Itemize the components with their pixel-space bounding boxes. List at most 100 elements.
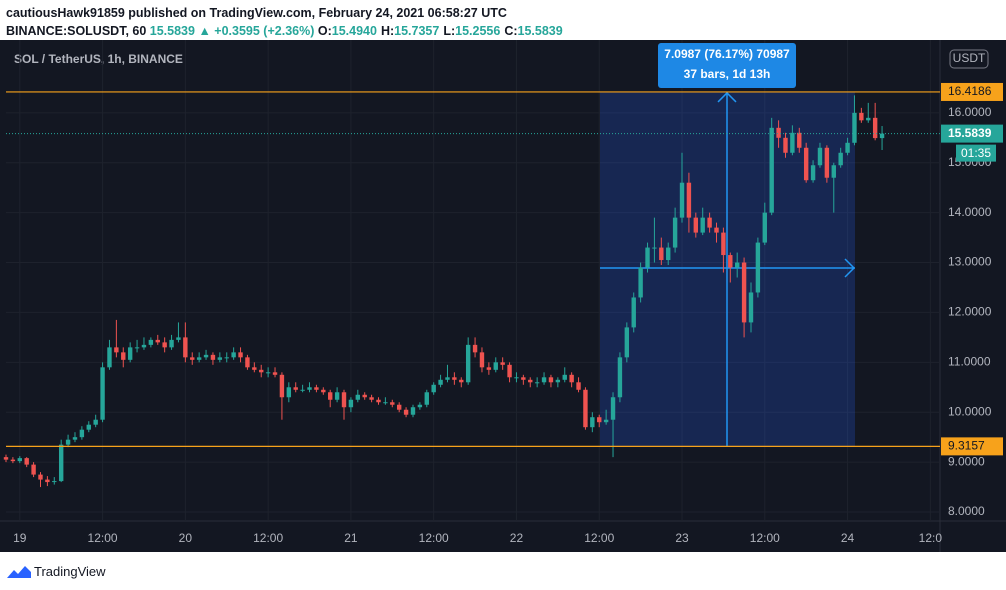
currency: USDT	[953, 51, 986, 65]
level-label: 9.3157	[948, 439, 985, 453]
candle-body	[38, 474, 43, 480]
candle-body	[176, 337, 181, 340]
candle-body	[534, 382, 540, 384]
candle-body	[141, 344, 147, 348]
candle-body	[431, 384, 436, 393]
candle-body	[721, 232, 726, 256]
candle-body	[507, 364, 512, 378]
candle-body	[45, 479, 50, 483]
candle-body	[734, 262, 740, 268]
candle-body	[65, 439, 71, 445]
ohlc-value: 15.7357	[394, 24, 440, 38]
candle-body	[369, 397, 374, 400]
candle-body	[79, 429, 85, 438]
ohlc-value: 15.4940	[331, 24, 377, 38]
candle-body	[852, 112, 857, 143]
candle-body	[548, 377, 554, 383]
candle-body	[459, 379, 464, 383]
candle-body	[859, 112, 864, 121]
ohlc-key: O:	[317, 24, 332, 38]
candle-body	[603, 419, 609, 423]
candle-body	[210, 354, 216, 360]
candle-body	[645, 247, 650, 268]
candle-body	[293, 387, 298, 390]
candle-body	[610, 397, 616, 420]
y-tick-label: 14.0000	[948, 205, 992, 219]
byline: cautiousHawk91859 published on TradingVi…	[6, 6, 507, 20]
candle-body	[183, 337, 188, 358]
candle-body	[541, 377, 547, 383]
y-tick-label: 8.0000	[948, 504, 985, 518]
candle-body	[286, 387, 292, 398]
ohlc-value: 15.5839	[517, 24, 563, 38]
candle-body	[769, 127, 774, 213]
measure-arrow-head	[844, 258, 856, 278]
candle-body	[424, 392, 429, 405]
candle-body	[707, 217, 712, 228]
candle-body	[500, 362, 505, 365]
candle-body	[383, 402, 388, 404]
candle-body	[693, 217, 699, 233]
candle-body	[631, 297, 636, 328]
candle-body	[728, 255, 733, 268]
candle-body	[334, 392, 340, 400]
candle-body	[390, 402, 395, 405]
ohlc-key: L:	[443, 24, 456, 38]
x-tick-label: 20	[179, 531, 193, 545]
candle-body	[776, 127, 781, 138]
x-tick-label: 23	[675, 531, 689, 545]
level-tag	[941, 82, 1003, 101]
candle-body	[127, 347, 133, 360]
candle-body	[100, 367, 105, 420]
candle-body	[810, 165, 816, 181]
candle-body	[514, 377, 519, 379]
candle-body	[569, 374, 574, 383]
y-tick-label: 10.0000	[948, 404, 992, 418]
candle-body	[272, 372, 278, 375]
candle-body	[348, 399, 354, 408]
candle-body	[252, 367, 257, 370]
candle-body	[376, 399, 381, 403]
footer: TradingView	[0, 552, 1006, 590]
candle-body	[24, 458, 29, 465]
x-tick-label: 12:00	[584, 531, 614, 545]
candle-body	[562, 374, 567, 380]
candle-body	[666, 247, 671, 261]
candle-body	[555, 379, 561, 383]
last-price-tag	[941, 124, 1003, 143]
candle-body	[403, 409, 409, 415]
background	[0, 40, 1006, 552]
candle-body	[762, 212, 767, 243]
candle-body	[845, 142, 850, 153]
ohlc-key: H:	[380, 24, 395, 38]
measure-box	[658, 43, 796, 88]
candle-body	[479, 352, 485, 368]
y-tick-label: 11.0000	[948, 355, 991, 369]
candle-body	[245, 357, 250, 368]
x-tick-label: 12:00	[419, 531, 449, 545]
candle-body	[672, 217, 678, 248]
candle-body	[445, 377, 450, 380]
candle-body	[824, 147, 830, 178]
candle-body	[597, 417, 602, 423]
candle-body	[652, 247, 657, 249]
candle-body	[472, 344, 478, 353]
x-tick-label: 12:00	[253, 531, 283, 545]
chart-title: SOL / TetherUS, 1h, BINANCE	[14, 52, 183, 66]
candle-body	[872, 117, 878, 139]
candle-body	[31, 464, 36, 475]
candle-body	[93, 419, 98, 425]
symbol: BINANCE:SOLUSDT, 60	[6, 24, 147, 38]
last: 15.5839	[149, 24, 195, 38]
candle-body	[528, 379, 533, 383]
candle-body	[134, 347, 140, 349]
logo	[7, 566, 31, 578]
candle-body	[314, 387, 319, 390]
x-tick-label: 24	[841, 531, 855, 545]
candle-body	[58, 444, 64, 482]
countdown-tag	[956, 144, 996, 162]
candle-body	[265, 372, 271, 374]
y-tick-label: 13.0000	[948, 255, 992, 269]
candle-body	[3, 457, 9, 460]
quote-line: BINANCE:SOLUSDT, 60 15.5839 ▲ +0.3595 (+…	[6, 22, 567, 40]
